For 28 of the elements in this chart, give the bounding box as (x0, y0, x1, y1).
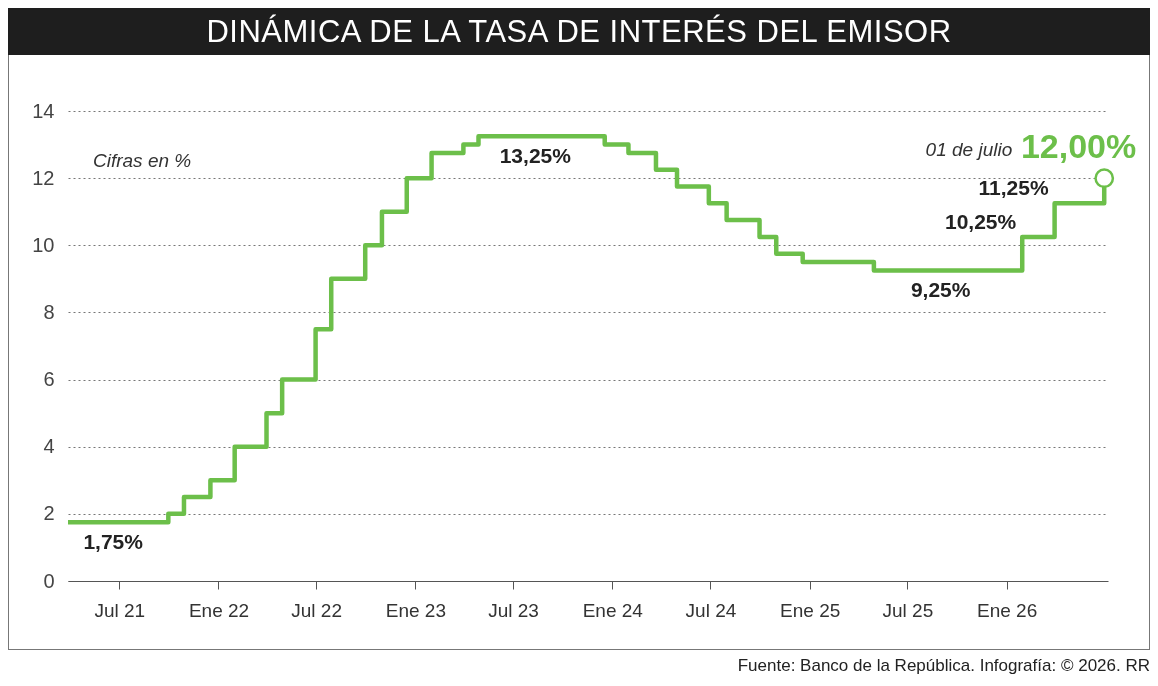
x-tick-label: Jul 21 (94, 599, 146, 621)
data-label: 12,00% (1020, 127, 1137, 166)
annotation: 01 de julio (925, 139, 1013, 161)
data-label: 13,25% (499, 144, 572, 168)
data-label: 1,75% (83, 530, 144, 554)
source-note: Fuente: Banco de la República. Infografía: © 2026. RR (737, 656, 1150, 676)
x-tick-label: Ene 26 (976, 599, 1038, 621)
data-label: 9,25% (910, 278, 971, 302)
y-tick-label: 12 (32, 166, 55, 189)
y-tick-label: 8 (43, 300, 55, 323)
x-tick-label: Jul 24 (685, 599, 737, 621)
x-tick-label: Ene 23 (385, 599, 446, 621)
x-tick-label: Ene 25 (780, 599, 841, 621)
y-tick-label: 2 (43, 502, 55, 525)
y-tick-label: 14 (32, 99, 55, 122)
x-tick-label: Jul 23 (488, 599, 539, 621)
y-tick-label: 0 (43, 569, 55, 592)
x-tick-label: Jul 22 (291, 599, 342, 621)
data-label: 11,25% (978, 176, 1049, 200)
y-tick-label: 6 (43, 368, 55, 391)
x-tick-label: Jul 25 (882, 599, 934, 621)
y-tick-label: 4 (43, 435, 55, 458)
x-tick-label: Ene 24 (582, 599, 644, 621)
annotation: Cifras en % (93, 150, 192, 171)
chart-title: DINÁMICA DE LA TASA DE INTERÉS DEL EMISOR (8, 8, 1150, 55)
y-tick-label: 10 (32, 233, 55, 256)
data-label: 10,25% (945, 209, 1017, 233)
x-tick-label: Ene 22 (188, 599, 250, 621)
